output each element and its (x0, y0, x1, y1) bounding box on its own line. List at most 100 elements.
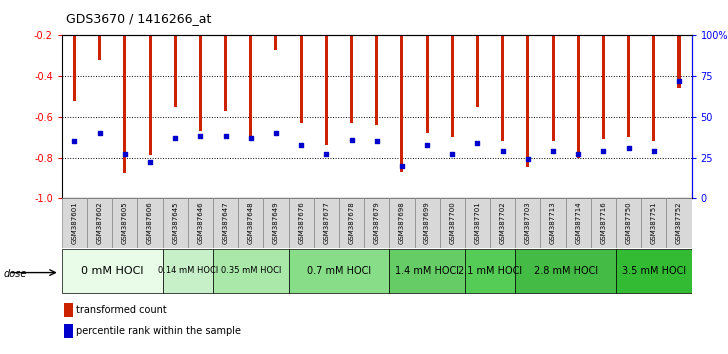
Text: GSM387649: GSM387649 (273, 202, 279, 244)
Bar (224, 0, 227, 111)
Text: GSM387606: GSM387606 (147, 202, 153, 244)
Bar (440, 198, 465, 248)
Bar (616, 198, 641, 248)
Text: GSM387698: GSM387698 (399, 202, 405, 244)
Point (446, 152, 458, 157)
Bar (490, 198, 515, 248)
Bar (375, 0, 379, 125)
Bar (627, 0, 630, 137)
Text: 0 mM HOCl: 0 mM HOCl (81, 266, 143, 276)
Bar (591, 198, 616, 248)
Point (472, 140, 483, 146)
Text: 3.5 mM HOCl: 3.5 mM HOCl (622, 266, 686, 276)
Bar (465, 198, 490, 248)
Text: GSM387752: GSM387752 (676, 202, 682, 244)
Point (119, 152, 131, 157)
Text: GSM387701: GSM387701 (475, 202, 480, 244)
Bar (213, 198, 238, 248)
Point (296, 142, 307, 147)
Text: GSM387646: GSM387646 (197, 202, 203, 244)
Bar (501, 0, 505, 141)
Bar (325, 0, 328, 145)
Point (648, 148, 660, 154)
Text: 2.1 mM HOCl: 2.1 mM HOCl (458, 266, 522, 276)
Bar (62, 249, 162, 293)
Text: GSM387676: GSM387676 (298, 202, 304, 244)
Bar (213, 249, 288, 293)
Bar (666, 198, 692, 248)
Bar (364, 198, 389, 248)
Bar (451, 0, 454, 137)
Point (497, 148, 509, 154)
Point (622, 145, 634, 150)
Bar (476, 0, 479, 107)
Bar (465, 249, 515, 293)
Text: 0.14 mM HOCl: 0.14 mM HOCl (158, 266, 218, 275)
Bar (566, 198, 591, 248)
Text: 2.8 mM HOCl: 2.8 mM HOCl (534, 266, 598, 276)
Point (598, 148, 609, 154)
Bar (112, 198, 138, 248)
Bar (552, 0, 555, 141)
Bar (389, 198, 414, 248)
Bar (174, 0, 177, 107)
Bar (678, 0, 681, 88)
Point (68, 138, 80, 144)
Bar (652, 0, 655, 141)
Bar (249, 0, 253, 137)
Point (547, 148, 559, 154)
Point (371, 138, 383, 144)
Text: GSM387679: GSM387679 (373, 202, 380, 244)
Text: GSM387678: GSM387678 (349, 202, 355, 244)
Bar (602, 0, 605, 139)
Text: 0.7 mM HOCl: 0.7 mM HOCl (307, 266, 371, 276)
Text: dose: dose (4, 269, 27, 279)
Bar (577, 0, 579, 158)
Point (522, 156, 534, 162)
Text: GSM387602: GSM387602 (97, 202, 103, 244)
Bar (264, 198, 288, 248)
Bar (314, 198, 339, 248)
Text: GDS3670 / 1416266_at: GDS3670 / 1416266_at (66, 12, 211, 25)
Bar (62, 198, 87, 248)
Bar (98, 0, 101, 60)
Text: GSM387601: GSM387601 (71, 202, 77, 244)
Text: GSM387677: GSM387677 (323, 202, 329, 244)
Text: GSM387751: GSM387751 (651, 202, 657, 244)
Text: 1.4 mM HOCl: 1.4 mM HOCl (395, 266, 459, 276)
Bar (526, 0, 529, 167)
Bar (389, 249, 465, 293)
Point (170, 135, 181, 141)
Point (270, 130, 282, 136)
Point (346, 137, 357, 142)
Text: GSM387645: GSM387645 (173, 202, 178, 244)
Point (673, 78, 685, 84)
Bar (300, 0, 303, 123)
Text: GSM387714: GSM387714 (575, 202, 581, 244)
Text: GSM387647: GSM387647 (223, 202, 229, 244)
Bar (515, 198, 540, 248)
Bar (616, 249, 692, 293)
Bar (87, 198, 112, 248)
Point (194, 133, 206, 139)
Bar (288, 249, 389, 293)
Point (320, 152, 332, 157)
Bar (123, 0, 127, 173)
Text: GSM387713: GSM387713 (550, 202, 556, 244)
Bar (238, 198, 264, 248)
Text: percentile rank within the sample: percentile rank within the sample (76, 326, 242, 336)
Bar (149, 0, 151, 155)
Point (144, 160, 156, 165)
Text: GSM387702: GSM387702 (499, 202, 506, 244)
Bar (73, 0, 76, 101)
Bar (426, 0, 429, 133)
Text: transformed count: transformed count (76, 305, 167, 315)
Bar (515, 249, 616, 293)
Text: GSM387605: GSM387605 (122, 202, 128, 244)
Text: GSM387648: GSM387648 (248, 202, 254, 244)
Point (220, 133, 232, 139)
Point (422, 142, 433, 147)
Bar (162, 249, 213, 293)
Bar (188, 198, 213, 248)
Text: GSM387703: GSM387703 (525, 202, 531, 244)
